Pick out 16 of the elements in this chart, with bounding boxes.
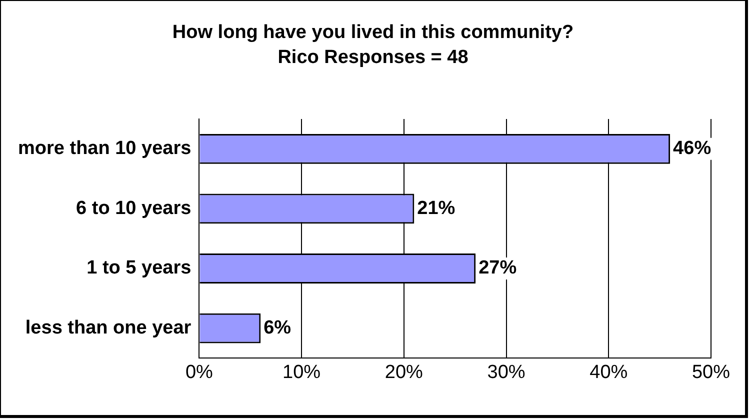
x-tick-label: 30%	[487, 362, 526, 383]
chart-title: How long have you lived in this community?	[171, 22, 575, 44]
data-label: 27%	[478, 258, 517, 279]
chart-subtitle: Rico Responses = 48	[276, 47, 470, 69]
x-tick-label: 10%	[282, 362, 321, 383]
y-tick-label: 1 to 5 years	[86, 258, 192, 279]
data-label: 21%	[417, 198, 456, 219]
data-label: 46%	[673, 138, 712, 160]
x-tick-label: 50%	[692, 362, 730, 383]
data-label: 6%	[264, 318, 292, 339]
y-tick-label: 6 to 10 years	[76, 198, 192, 219]
x-tick-label: 20%	[384, 362, 424, 383]
x-tick-label: 40%	[590, 362, 628, 383]
y-tick-label: less than one year	[25, 318, 192, 339]
x-tick-label: 0%	[185, 362, 214, 383]
y-tick-label: more than 10 years	[18, 138, 192, 160]
